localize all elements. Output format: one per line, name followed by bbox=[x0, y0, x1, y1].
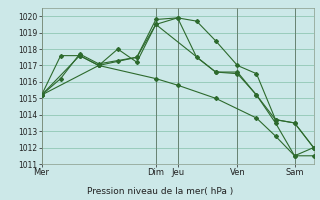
Text: Pression niveau de la mer( hPa ): Pression niveau de la mer( hPa ) bbox=[87, 187, 233, 196]
